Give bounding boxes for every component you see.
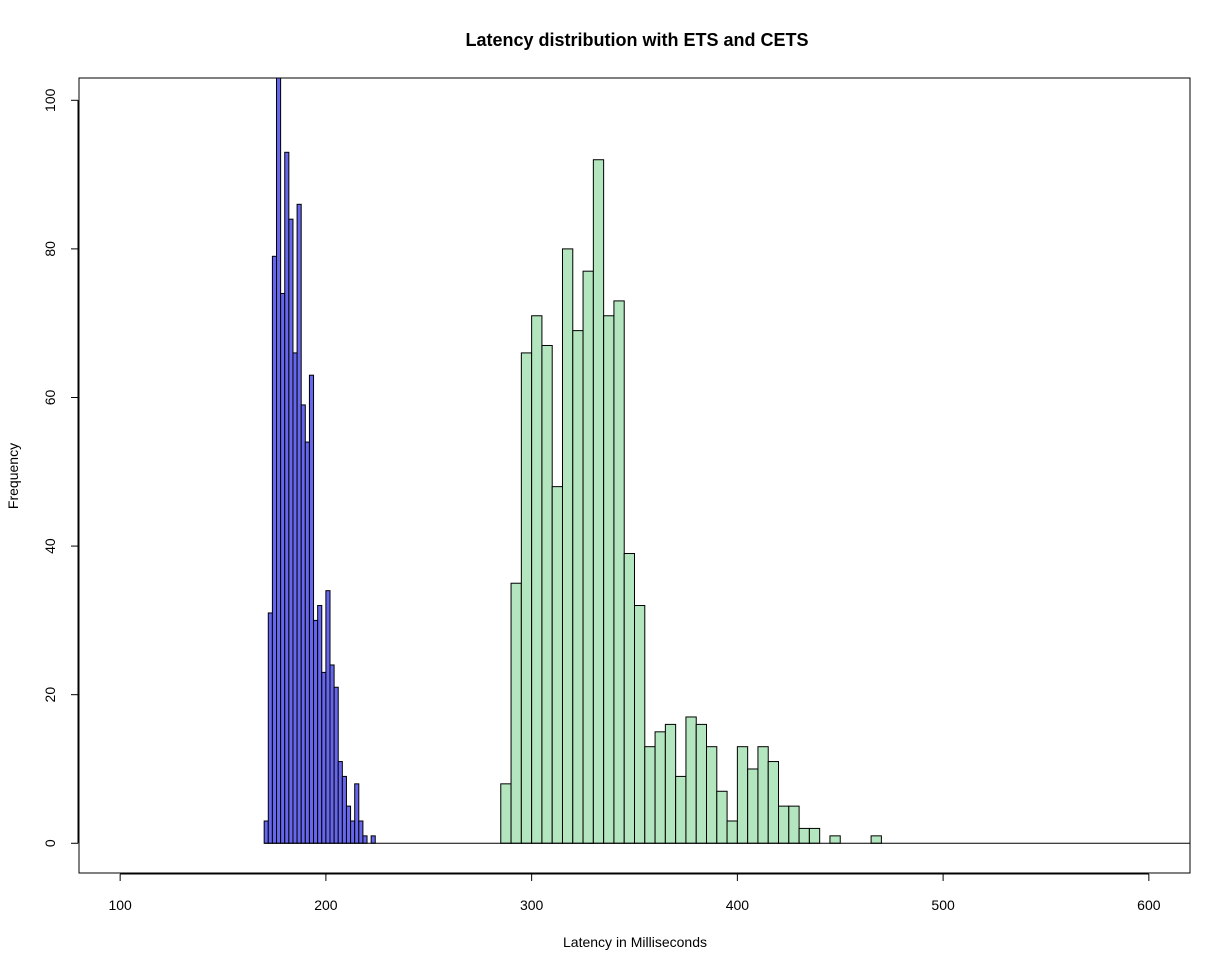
histogram-bar — [767, 761, 780, 844]
histogram-bar — [300, 404, 306, 844]
histogram-bar — [664, 723, 677, 844]
histogram-bar — [267, 612, 273, 844]
histogram-bar — [695, 723, 708, 844]
histogram-bar — [788, 805, 800, 844]
histogram-bar — [736, 746, 749, 844]
histogram-bar — [317, 605, 323, 844]
histogram-bar — [592, 159, 605, 844]
histogram-bar — [345, 805, 352, 844]
histogram-bar — [757, 746, 769, 844]
histogram-bar — [706, 746, 718, 844]
histogram-bar — [354, 783, 360, 844]
histogram-bar — [644, 746, 656, 844]
histogram-bar — [321, 671, 327, 844]
histogram-bar — [613, 300, 625, 844]
histogram-bar — [778, 805, 790, 844]
x-tick-label: 500 — [931, 897, 955, 913]
histogram-bar — [325, 590, 331, 844]
histogram-bar — [284, 151, 290, 844]
histogram-bar — [654, 731, 666, 844]
histogram-bar — [798, 827, 810, 844]
histogram-bar — [358, 820, 364, 844]
axes-layer: 100 200 300 400 500 600 0 20 40 60 80 100 — [42, 77, 1191, 913]
y-axis-label: Frequency — [5, 443, 21, 509]
histogram-bar — [716, 790, 728, 844]
histogram-bar — [313, 619, 319, 844]
histogram-bar — [829, 835, 841, 844]
histogram-bar — [531, 315, 543, 844]
histogram-bar — [263, 820, 269, 844]
histogram-bar — [370, 835, 376, 844]
histogram-bar — [520, 352, 533, 844]
histogram-bar — [341, 775, 347, 844]
y-tick-label: 20 — [42, 687, 58, 703]
histogram-bar — [337, 761, 343, 844]
histogram-bar — [541, 344, 553, 844]
histogram-bar — [551, 486, 563, 844]
x-tick-label: 100 — [108, 897, 132, 913]
histogram-bar — [362, 835, 368, 844]
histogram-bar — [623, 553, 636, 844]
histogram-bar — [292, 352, 298, 844]
y-tick-label: 40 — [42, 538, 58, 554]
histogram-bar — [582, 270, 594, 844]
histogram-bar — [308, 374, 315, 844]
histogram-bar — [510, 582, 522, 844]
histogram-bar — [500, 783, 512, 844]
x-axis-label: Latency in Milliseconds — [563, 934, 707, 950]
chart-title: Latency distribution with ETS and CETS — [465, 30, 808, 50]
x-tick-label: 400 — [726, 897, 750, 913]
histogram-bar — [304, 441, 310, 844]
histogram-bar — [685, 716, 697, 844]
histogram-bar — [808, 827, 821, 844]
histogram-bar — [280, 292, 286, 844]
plot-frame — [78, 77, 1191, 874]
histogram-bar — [675, 775, 687, 844]
histogram-bar — [603, 315, 615, 844]
histogram-bar — [350, 820, 356, 844]
y-tick-label: 60 — [42, 389, 58, 405]
y-tick-label: 100 — [42, 88, 58, 112]
histogram-bar — [726, 820, 738, 844]
histogram-bar — [561, 248, 574, 844]
x-tick-label: 300 — [520, 897, 544, 913]
x-tick-label: 200 — [314, 897, 338, 913]
y-tick-label: 0 — [42, 839, 58, 847]
histogram-bar — [870, 835, 882, 844]
histogram-bar — [276, 77, 282, 844]
histogram-bar — [329, 664, 335, 844]
histogram-bar — [572, 330, 584, 844]
histogram-bar — [634, 605, 646, 844]
y-tick-label: 80 — [42, 241, 58, 257]
histogram-bar — [271, 255, 278, 844]
histogram-bar — [333, 686, 339, 844]
histogram-bar — [296, 203, 302, 844]
histogram-bar — [747, 768, 759, 844]
histogram-bar — [288, 218, 294, 844]
x-tick-label: 600 — [1137, 897, 1161, 913]
